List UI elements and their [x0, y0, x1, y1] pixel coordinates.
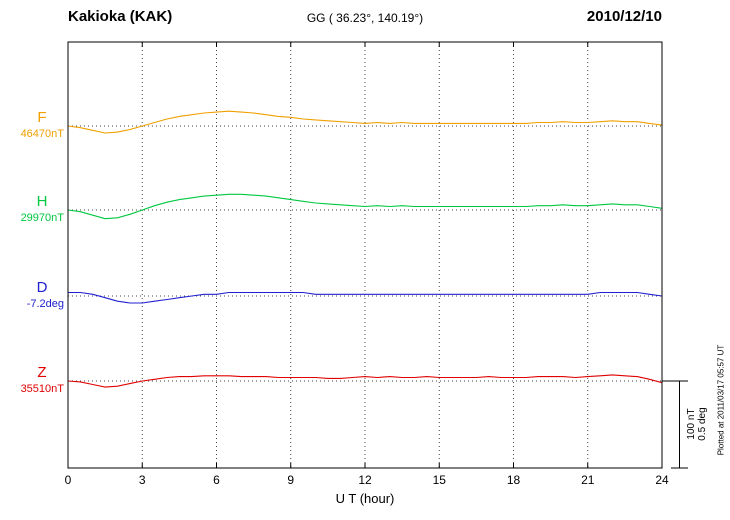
scale-bar-label: 100 nT 0.5 deg [686, 407, 708, 440]
series-D-label: D [36, 279, 48, 296]
station-title: Kakioka (KAK) [68, 8, 173, 25]
coordinates-label: GG ( 36.23°, 140.19°) [306, 11, 424, 25]
series-Z-label: Z [37, 364, 47, 381]
x-tick-label: 18 [507, 473, 521, 487]
x-tick-label: 12 [358, 473, 372, 487]
scale-bar-deg: 0.5 deg [697, 407, 708, 441]
plotted-at-note: Plotted at 2011/03/17 05:57 UT [716, 344, 726, 456]
series-H-baseline-value: 29970nT [20, 212, 64, 224]
x-tick-label: 0 [65, 473, 72, 487]
date-label: 2010/12/10 [586, 8, 662, 25]
plot-frame [67, 41, 663, 469]
x-tick-label: 24 [655, 473, 669, 487]
series-H-label: H [36, 193, 48, 210]
x-tick-label: 15 [433, 473, 447, 487]
x-tick-label: 21 [581, 473, 595, 487]
series-D-baseline-value: -7.2deg [26, 298, 64, 310]
x-tick-label: 3 [139, 473, 146, 487]
trace-Z [67, 374, 663, 388]
trace-D [68, 291, 663, 304]
x-axis-label: U T (hour) [335, 491, 395, 506]
series-F-baseline-value: 46470nT [20, 128, 64, 140]
gridlines [68, 42, 662, 468]
scale-bar [662, 380, 688, 469]
trace-H [67, 193, 663, 220]
scale-bar-nt: 100 nT [686, 408, 697, 440]
trace-F [67, 110, 663, 134]
series-Z-baseline-value: 35510nT [20, 383, 64, 395]
x-tick-label: 9 [287, 473, 294, 487]
axis-ticks: 0 3 6 9 12 15 18 21 24 [65, 42, 669, 487]
traces [67, 110, 663, 388]
series-F-label: F [37, 109, 47, 126]
x-tick-label: 6 [213, 473, 220, 487]
